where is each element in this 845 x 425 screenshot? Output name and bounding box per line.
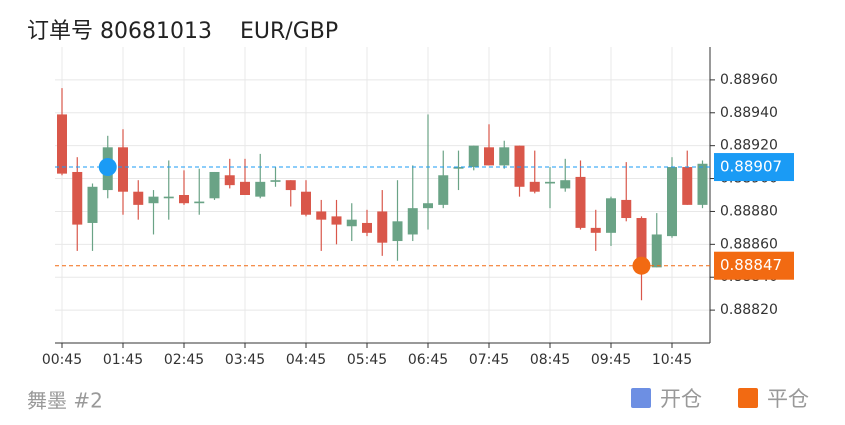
legend-label: 平仓: [767, 387, 809, 411]
candle-body: [57, 114, 67, 174]
trade-marker: [632, 256, 651, 275]
candle-body: [545, 181, 555, 184]
candle-body: [484, 147, 494, 166]
candle-body: [72, 171, 83, 225]
candle-body: [163, 196, 174, 199]
candle-body: [621, 199, 632, 219]
candle-body: [270, 180, 281, 182]
candle-body: [468, 145, 479, 168]
candle-body: [331, 216, 342, 225]
candle-body: [87, 186, 98, 223]
candle-body: [194, 201, 205, 204]
candle-body: [453, 167, 464, 169]
x-tick-label: 04:45: [286, 352, 326, 368]
x-tick-label: 10:45: [652, 352, 692, 368]
candle-body: [392, 221, 403, 242]
x-tick-label: 03:45: [225, 352, 265, 368]
candle-body: [606, 198, 616, 233]
legend-swatch: [738, 388, 758, 408]
x-tick-label: 00:45: [42, 352, 82, 368]
candle-body: [224, 175, 235, 186]
candle-body: [316, 211, 327, 220]
candle-body: [560, 180, 571, 189]
candle-body: [667, 167, 677, 237]
candle-body: [255, 181, 266, 197]
candle-body: [651, 234, 662, 268]
candle-body: [362, 222, 372, 233]
candle-body: [499, 147, 510, 166]
x-tick-label: 08:45: [530, 352, 570, 368]
candle-body: [682, 167, 693, 205]
candle-body: [636, 218, 647, 269]
candle-body: [529, 181, 540, 192]
candle-body: [407, 208, 418, 235]
chart-title: 订单号 80681013: [27, 19, 212, 44]
y-tick-label: 0.88820: [720, 302, 778, 318]
y-tick-label: 0.88940: [720, 105, 778, 121]
candle-body: [575, 176, 586, 228]
marker-label-bg: [714, 251, 794, 280]
candle-body: [209, 171, 220, 199]
x-tick-label: 07:45: [469, 352, 509, 368]
candle-body: [423, 203, 433, 209]
candle-body: [514, 145, 525, 187]
x-tick-label: 02:45: [164, 352, 204, 368]
candle-body: [148, 196, 159, 204]
candle-body: [285, 180, 296, 191]
candle-body: [301, 191, 311, 215]
x-tick-label: 01:45: [103, 352, 143, 368]
candle-body: [697, 163, 708, 205]
candle-body: [590, 227, 601, 233]
legend-label: 开仓: [660, 387, 702, 411]
y-tick-label: 0.88860: [720, 236, 778, 252]
y-tick-label: 0.88960: [720, 72, 778, 88]
candle-body: [346, 219, 357, 227]
candle-body: [438, 175, 449, 205]
trade-marker: [98, 158, 117, 177]
legend-swatch: [631, 388, 651, 408]
y-tick-label: 0.88920: [720, 138, 778, 154]
candle-body: [118, 147, 128, 192]
chart-subtitle: EUR/GBP: [240, 19, 338, 44]
marker-label: 0.88847: [720, 256, 782, 274]
candle-body: [377, 211, 388, 243]
candle-body: [179, 195, 189, 204]
candle-body: [133, 191, 144, 205]
candle-body: [240, 181, 250, 195]
footer: 舞墨 #2: [27, 389, 103, 413]
marker-label-bg: [714, 153, 794, 182]
x-tick-label: 09:45: [591, 352, 631, 368]
x-tick-label: 05:45: [347, 352, 387, 368]
marker-label: 0.88907: [720, 158, 782, 176]
x-tick-label: 06:45: [408, 352, 448, 368]
y-tick-label: 0.88880: [720, 203, 778, 219]
